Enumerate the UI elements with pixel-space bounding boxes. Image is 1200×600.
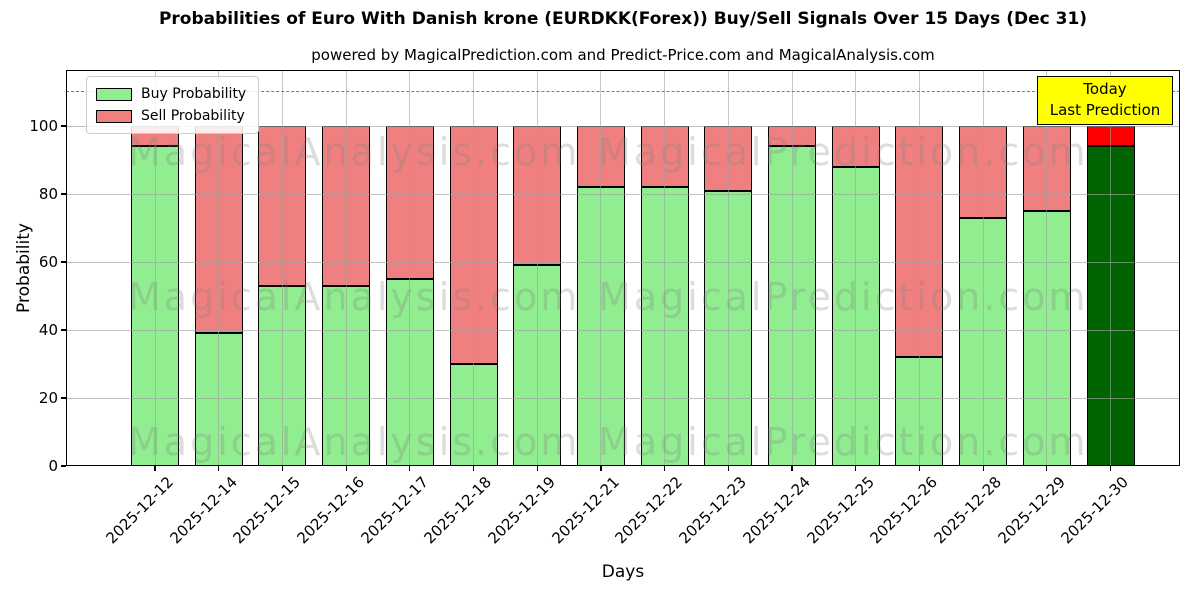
watermark-left: MagicalAnalysis.com: [128, 420, 581, 464]
x-tick-label: 2025-12-12: [102, 473, 177, 548]
annotation-line-2: Last Prediction: [1049, 101, 1161, 119]
x-tick-label: 2025-12-25: [803, 473, 878, 548]
x-tick-mark: [918, 466, 921, 471]
y-tick-mark: [61, 193, 66, 195]
legend-item-buy: Buy Probability: [96, 83, 246, 105]
x-tick-label: 2025-12-15: [229, 473, 305, 548]
h-gridline: [66, 329, 1180, 331]
y-tick-mark: [61, 397, 66, 399]
x-tick-mark: [982, 466, 984, 471]
x-tick-label: 2025-12-16: [293, 473, 368, 548]
x-tick-mark: [791, 466, 793, 471]
x-tick-mark: [218, 466, 220, 471]
v-gridline: [664, 70, 666, 466]
watermark-left: MagicalAnalysis.com: [128, 275, 581, 319]
legend-label-sell: Sell Probability: [141, 108, 245, 124]
v-gridline: [1046, 70, 1048, 466]
legend-label-buy: Buy Probability: [141, 86, 247, 102]
y-tick-mark: [61, 125, 66, 127]
x-tick-mark: [1109, 466, 1112, 471]
x-tick-mark: [154, 466, 156, 471]
x-tick-mark: [281, 466, 284, 471]
y-axis-title: Probability: [14, 223, 34, 313]
x-tick-label: 2025-12-17: [357, 473, 432, 548]
x-tick-label: 2025-12-22: [611, 473, 687, 548]
y-tick-label: 20: [38, 389, 58, 407]
x-tick-mark: [664, 466, 666, 471]
watermark-right: MagicalPrediction.com: [598, 420, 1089, 464]
x-tick-label: 2025-12-26: [866, 473, 942, 548]
y-tick-label: 0: [48, 457, 58, 475]
reference-dashed-line: [66, 91, 1180, 92]
h-gridline: [66, 397, 1180, 399]
x-tick-label: 2025-12-29: [994, 473, 1069, 548]
sell-swatch-icon: [96, 109, 132, 123]
v-gridline: [855, 70, 857, 466]
v-gridline: [918, 70, 920, 466]
v-gridline: [600, 70, 602, 466]
x-tick-label: 2025-12-23: [675, 473, 751, 548]
y-tick-mark: [61, 465, 66, 467]
v-gridline: [1110, 70, 1111, 466]
x-tick-mark: [855, 466, 857, 471]
y-tick-label: 100: [29, 117, 58, 135]
x-tick-label: 2025-12-19: [484, 473, 559, 548]
x-tick-mark: [345, 466, 347, 471]
watermark-right: MagicalPrediction.com: [598, 275, 1089, 319]
y-tick-mark: [61, 261, 66, 263]
legend: Buy Probability Sell Probability: [86, 76, 260, 134]
v-gridline: [345, 70, 347, 466]
x-tick-mark: [536, 466, 538, 471]
h-gridline: [66, 193, 1180, 195]
x-tick-mark: [600, 466, 602, 471]
x-tick-label: 2025-12-21: [548, 473, 623, 548]
y-tick-mark: [61, 329, 66, 331]
x-tick-mark: [409, 466, 411, 471]
h-gridline: [66, 261, 1180, 263]
v-gridline: [727, 70, 729, 466]
v-gridline: [409, 70, 411, 466]
today-last-prediction-box: Today Last Prediction: [1037, 76, 1173, 125]
chart-subtitle: powered by MagicalPrediction.com and Pre…: [311, 46, 935, 64]
x-tick-mark: [727, 466, 729, 471]
v-gridline: [281, 70, 283, 466]
x-tick-label: 2025-12-28: [930, 473, 1005, 548]
v-gridline: [982, 70, 984, 466]
legend-item-sell: Sell Probability: [96, 105, 246, 127]
watermark-left: MagicalAnalysis.com: [128, 130, 581, 174]
chart-title: Probabilities of Euro With Danish krone …: [158, 9, 1088, 29]
y-tick-label: 60: [38, 253, 58, 271]
x-tick-label: 2025-12-24: [739, 473, 814, 548]
x-tick-label: 2025-12-30: [1057, 473, 1133, 548]
h-gridline: [66, 125, 1180, 127]
v-gridline: [473, 70, 474, 466]
plot-area: MagicalAnalysis.com MagicalPrediction.com…: [66, 70, 1180, 466]
v-gridline: [218, 70, 220, 466]
buy-swatch-icon: [96, 87, 132, 101]
x-tick-mark: [472, 466, 475, 471]
v-gridline: [536, 70, 538, 466]
x-tick-mark: [1046, 466, 1048, 471]
y-tick-label: 80: [38, 185, 58, 203]
x-axis-title: Days: [601, 562, 645, 582]
watermark-right: MagicalPrediction.com: [598, 130, 1089, 174]
y-tick-label: 40: [38, 321, 58, 339]
annotation-line-1: Today: [1083, 80, 1127, 98]
v-gridline: [791, 70, 793, 466]
v-gridline: [154, 70, 156, 466]
x-tick-label: 2025-12-18: [420, 473, 496, 548]
x-tick-label: 2025-12-14: [166, 473, 241, 548]
